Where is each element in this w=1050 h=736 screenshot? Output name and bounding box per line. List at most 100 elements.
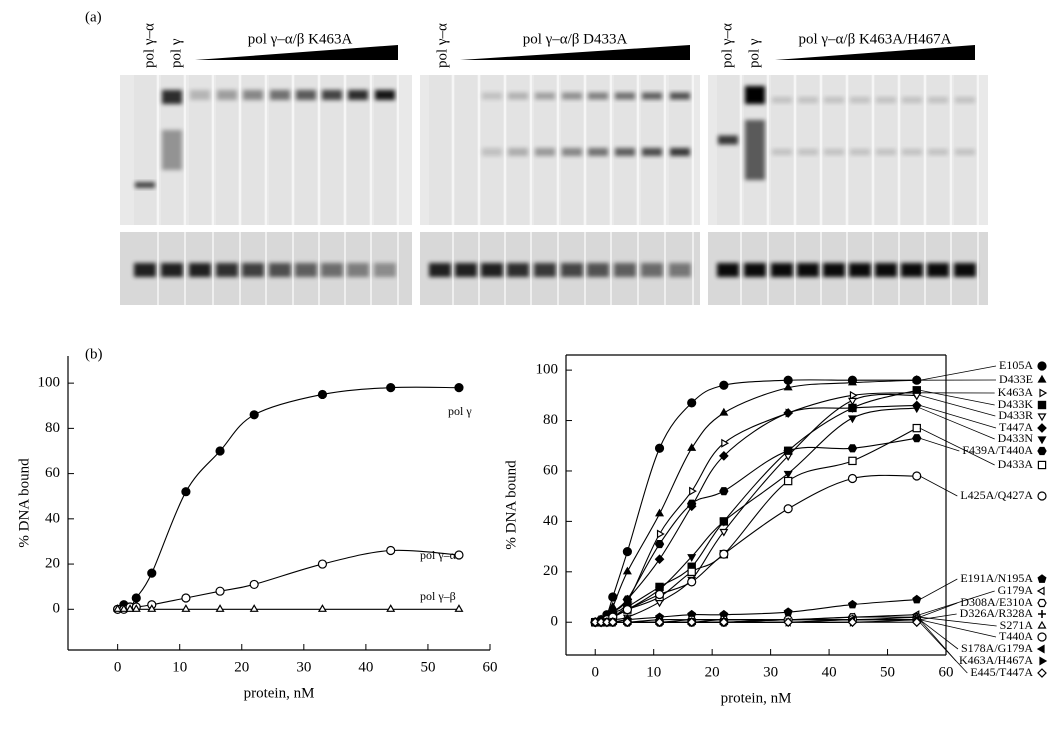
marker [847, 473, 858, 484]
legend-label: D433N [998, 431, 1034, 445]
panel-label: (b) [85, 346, 103, 362]
gel-band [588, 148, 608, 156]
y-tick-label: 100 [38, 375, 61, 391]
panel-label: (a) [85, 9, 102, 25]
legend-label: D433R [998, 408, 1033, 422]
gel-separator [898, 75, 900, 305]
x-tick-label: 10 [172, 659, 187, 675]
gel-lane [134, 75, 156, 225]
marker [656, 529, 665, 539]
marker [655, 508, 665, 517]
x-tick-label: 0 [591, 664, 599, 680]
gel-band [587, 263, 609, 277]
marker [181, 604, 191, 612]
gel-separator [767, 75, 769, 305]
marker [215, 446, 225, 456]
gel-band [928, 149, 948, 155]
x-tick-label: 20 [234, 659, 249, 675]
fit-curve [595, 404, 917, 623]
marker [847, 415, 857, 424]
gel-separator [530, 75, 532, 305]
leader-line [919, 427, 995, 466]
gel-band [295, 263, 317, 277]
marker [848, 456, 857, 466]
marker [912, 375, 922, 383]
marker [454, 550, 464, 560]
lane-label: pol γ–α [434, 23, 450, 68]
legend-marker [1037, 361, 1047, 371]
legend-label: E105A [999, 358, 1033, 372]
gel-band [535, 92, 555, 100]
gel-separator [265, 75, 267, 305]
gel-band [162, 130, 182, 170]
gel-separator [397, 75, 399, 305]
gel-band [134, 263, 156, 277]
marker [654, 540, 665, 549]
y-tick-label: 80 [45, 420, 60, 436]
legend-marker [1037, 423, 1047, 433]
legend-marker [1039, 388, 1048, 398]
gel-band [347, 263, 369, 277]
legend-label: K463A/H467A [959, 653, 1033, 667]
gel-band [954, 263, 976, 277]
marker [454, 383, 464, 393]
lane-label: pol γ [168, 38, 184, 68]
gel-separator [157, 75, 159, 305]
gel-band [744, 263, 766, 277]
gel-band [508, 148, 528, 156]
gel-band [876, 97, 896, 103]
gel-band [162, 90, 182, 104]
marker [215, 604, 225, 612]
leader-line [919, 365, 997, 381]
gel-separator [794, 75, 796, 305]
y-tick-label: 100 [536, 362, 559, 378]
gel-band [269, 263, 291, 277]
gel-band [824, 97, 844, 103]
series-label: pol γ–β [420, 589, 456, 603]
fit-curve [595, 393, 917, 623]
gel-lane [374, 75, 396, 225]
gel-band [534, 263, 556, 277]
gel-separator [846, 75, 848, 305]
legend-label: D433A [998, 457, 1034, 471]
x-tick-label: 30 [296, 659, 311, 675]
legend-marker [1036, 586, 1045, 596]
marker [607, 617, 618, 628]
lane-label: pol γ–α [141, 23, 157, 68]
gel-band [824, 149, 844, 155]
gel-band [901, 263, 923, 277]
marker [654, 617, 665, 628]
x-tick-label: 40 [358, 659, 373, 675]
marker [147, 568, 157, 578]
x-axis-label: protein, nM [244, 685, 315, 701]
marker [654, 589, 665, 600]
marker [386, 383, 396, 393]
marker [849, 390, 858, 400]
gel-separator [610, 75, 612, 305]
legend-marker [1037, 574, 1047, 583]
marker [783, 504, 793, 514]
x-tick-label: 0 [114, 659, 122, 675]
legend-marker [1037, 436, 1047, 445]
y-axis-label: % DNA bound [503, 460, 519, 550]
marker [847, 377, 857, 386]
gel-band [375, 90, 395, 100]
gel-band [190, 90, 210, 100]
marker [721, 438, 730, 448]
legend-label: E445/T447A [970, 665, 1033, 679]
marker [131, 593, 141, 603]
fit-curve [595, 379, 917, 623]
gel-band [875, 263, 897, 277]
marker [687, 567, 696, 577]
gel-lane [269, 75, 291, 225]
legend-label: D308A/E310A [960, 595, 1033, 609]
leader-line [919, 475, 958, 497]
legend-marker [1037, 491, 1047, 501]
lane-label: pol γ–α/β K463A [248, 31, 353, 47]
y-tick-label: 0 [551, 614, 559, 630]
gel-band [850, 97, 870, 103]
gel-band [296, 90, 316, 100]
marker [654, 443, 665, 453]
gel-separator [692, 75, 694, 305]
gel-band [429, 263, 451, 277]
